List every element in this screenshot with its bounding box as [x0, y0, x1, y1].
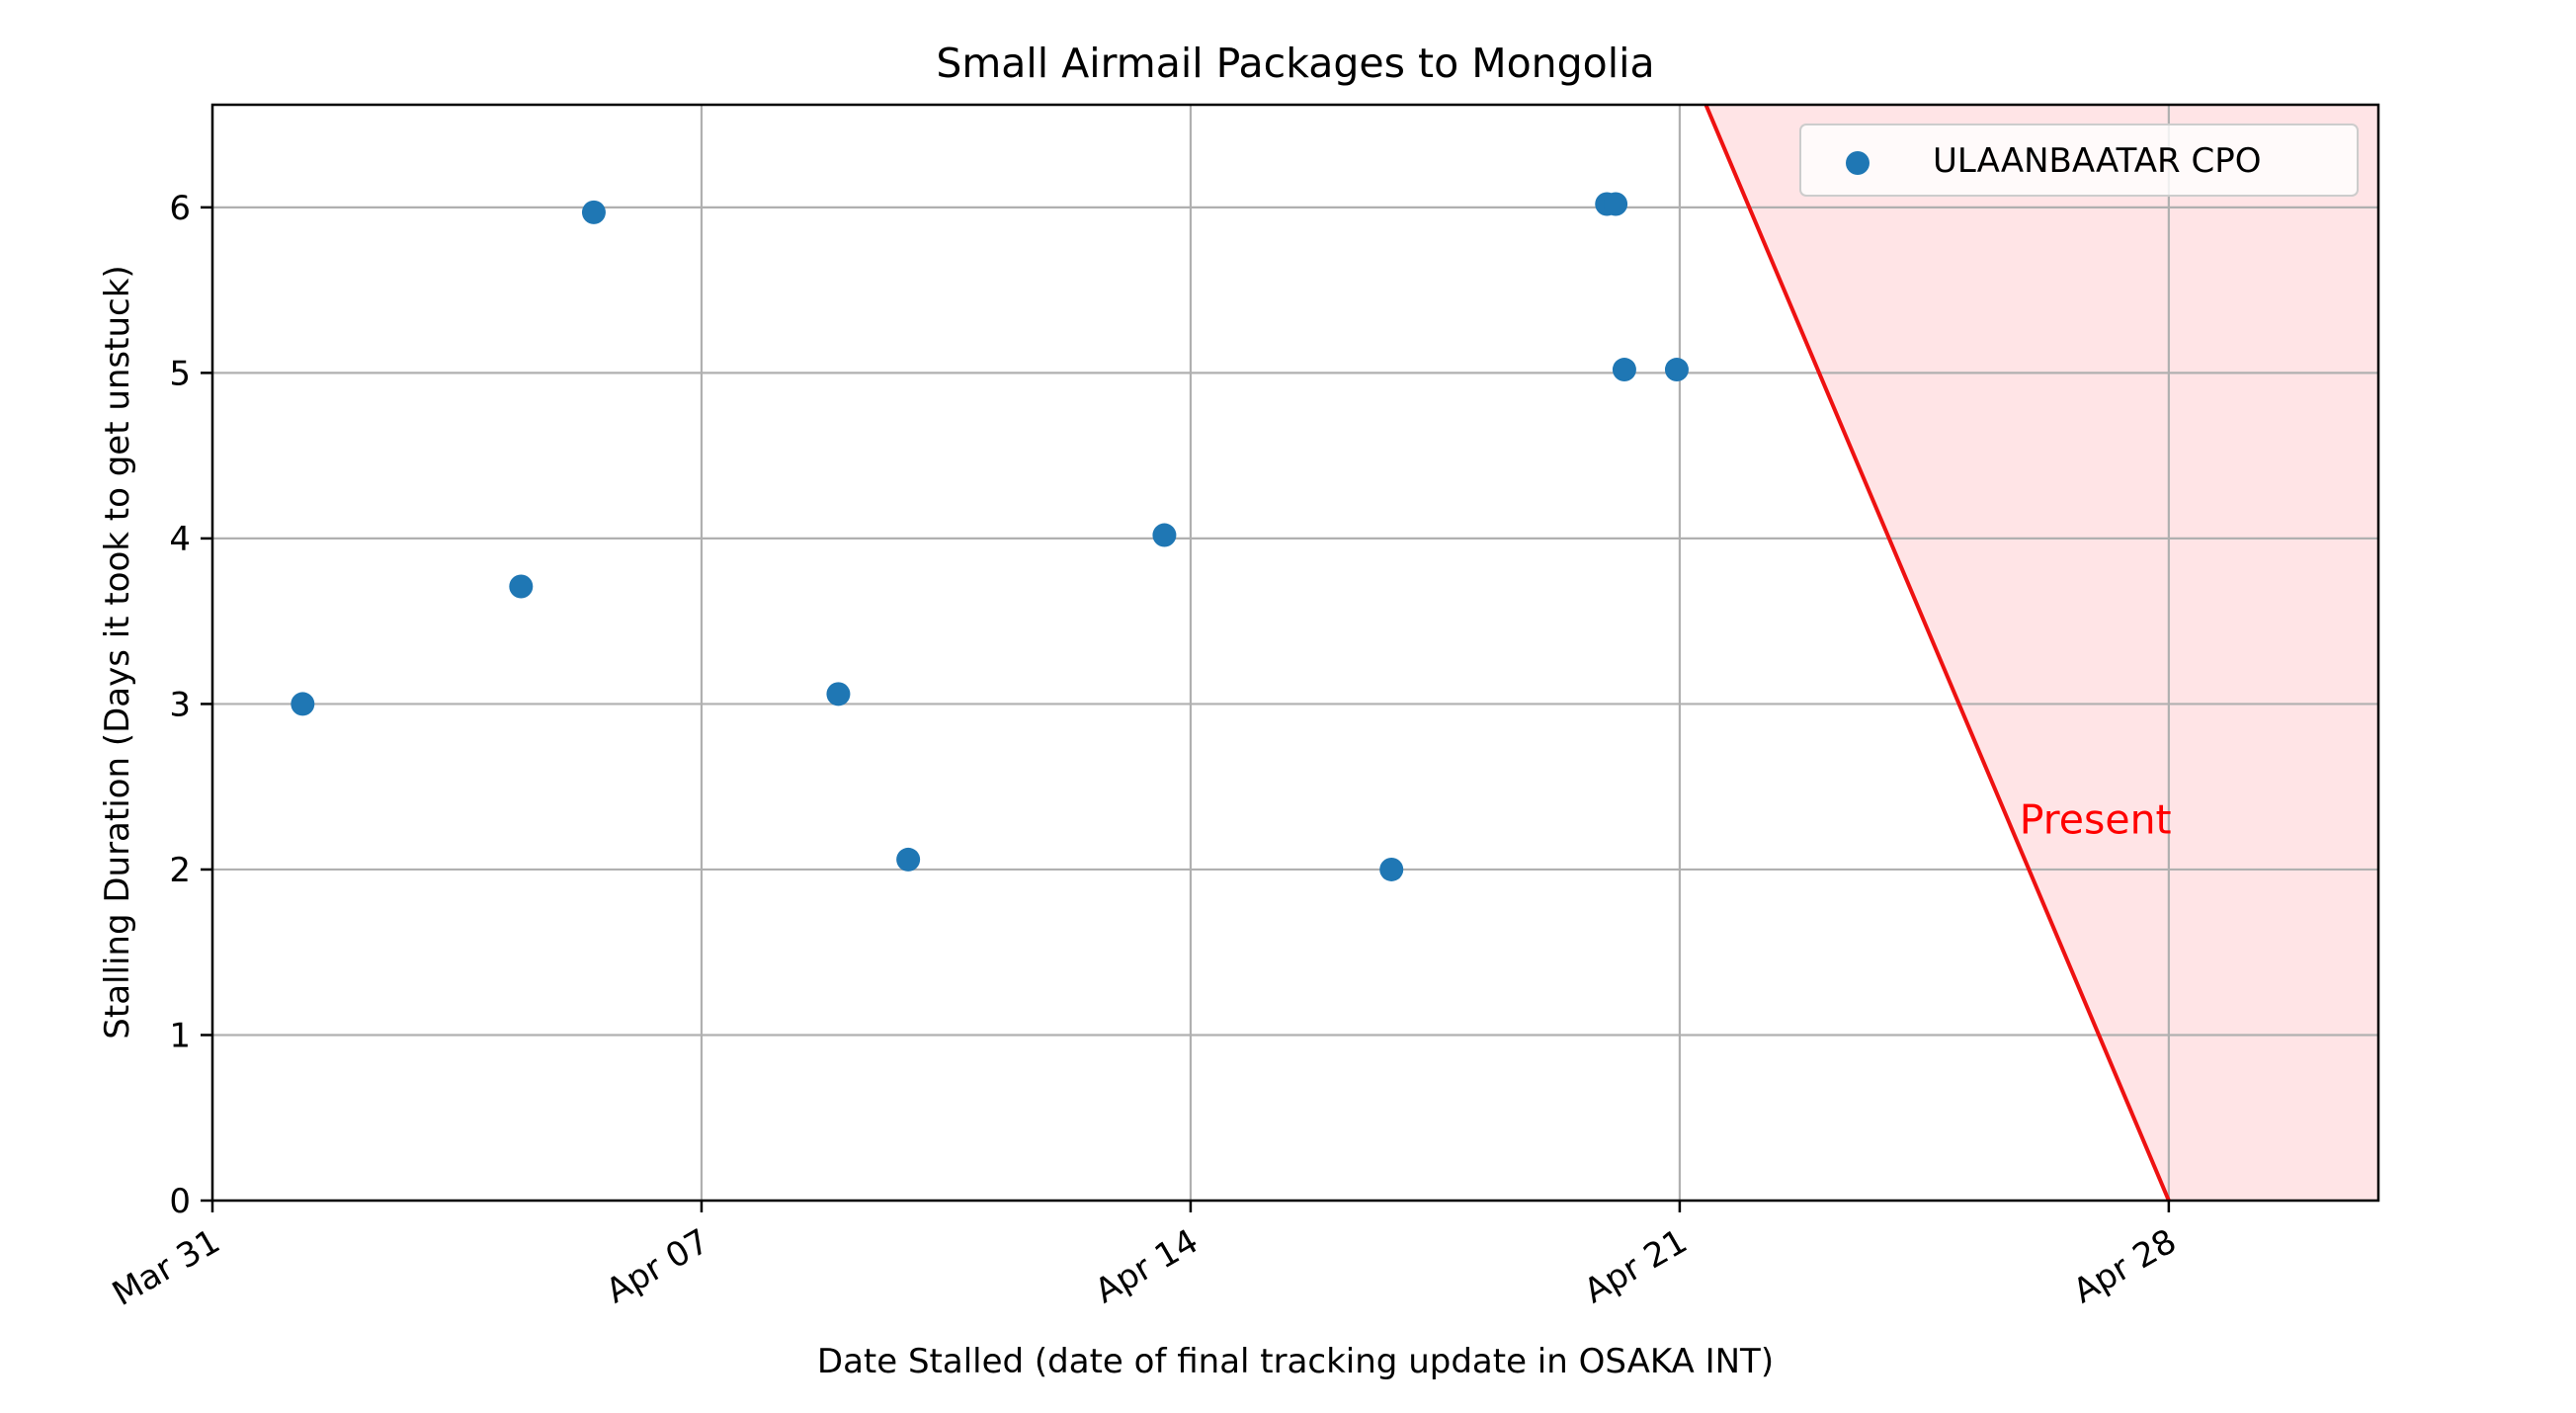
legend: ULAANBAATAR CPO — [1799, 124, 2359, 197]
legend-box — [1799, 124, 2359, 197]
legend-label: ULAANBAATAR CPO — [1933, 141, 2261, 181]
data-point — [1152, 523, 1177, 547]
x-axis-label: Date Stalled (date of final tracking upd… — [817, 1342, 1774, 1381]
data-point — [826, 682, 851, 706]
plot-frame — [210, 103, 2380, 1203]
y-tick-label: 4 — [169, 520, 191, 559]
data-points — [291, 192, 1689, 881]
data-point — [1612, 358, 1636, 382]
data-point — [1604, 192, 1628, 216]
data-point — [1379, 857, 1404, 881]
data-point — [896, 847, 921, 872]
y-tick-label: 1 — [169, 1016, 191, 1055]
chart-title: Small Airmail Packages to Mongolia — [936, 40, 1654, 87]
data-point — [509, 574, 534, 599]
y-tick-label: 0 — [169, 1182, 191, 1221]
present-shaded-region — [1705, 105, 2378, 1201]
present-label: Present — [2020, 796, 2172, 844]
y-tick-label: 2 — [169, 851, 191, 890]
present-boundary-line — [1703, 105, 2171, 1201]
y-tick-label: 6 — [169, 189, 191, 228]
y-tick-label: 5 — [169, 354, 191, 393]
legend-marker — [1846, 151, 1870, 175]
y-axis-label: Stalling Duration (Days it took to get u… — [98, 265, 137, 1039]
data-point — [1664, 358, 1689, 382]
y-tick-label: 3 — [169, 685, 191, 724]
data-point — [581, 200, 606, 224]
data-point — [291, 692, 315, 716]
